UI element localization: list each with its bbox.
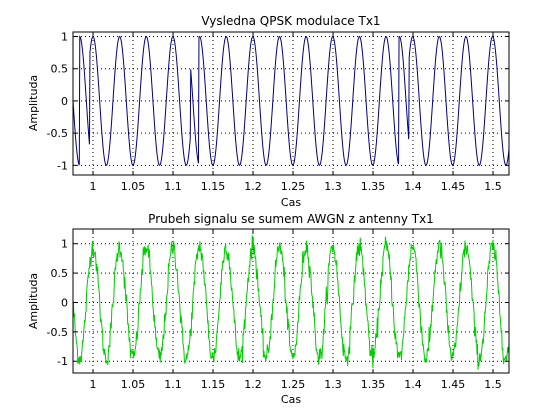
plot-2-title: Prubeh signalu se sumem AWGN z antenny T… (148, 212, 434, 226)
plot-1: Vysledna QPSK modulace Tx1 1 1.05 1.1 1.15 1… (27, 14, 510, 209)
plot-2-axes-box (72, 228, 510, 374)
y-tick-label: -0.5 (47, 127, 68, 140)
x-tick-label: 1.05 (121, 180, 146, 193)
y-tick-label: 1 (61, 238, 68, 251)
x-tick-label: 1.15 (201, 378, 226, 391)
y-tick-label: 0.5 (51, 267, 69, 280)
x-tick-label: 1.5 (484, 180, 502, 193)
x-tick-label: 1.15 (201, 180, 226, 193)
x-tick-label: 1.4 (404, 378, 422, 391)
y-tick-label: 1 (61, 31, 68, 44)
x-tick-label: 1.25 (281, 378, 306, 391)
plot-2: Prubeh signalu se sumem AWGN z antenny T… (27, 212, 510, 406)
plot-1-axes-box (72, 31, 510, 176)
x-tick-label: 1.5 (484, 378, 502, 391)
plot-1-xlabel: Cas (281, 196, 301, 209)
x-tick-label: 1.45 (441, 180, 466, 193)
plot-1-title: Vysledna QPSK modulace Tx1 (201, 14, 380, 28)
y-tick-label: 0 (61, 95, 68, 108)
x-tick-label: 1 (90, 378, 97, 391)
x-tick-label: 1.4 (404, 180, 422, 193)
y-tick-label: 0 (61, 296, 68, 309)
y-tick-label: -1 (57, 355, 68, 368)
plot-2-ylabel: Amplituda (27, 273, 40, 329)
plot-1-ylabel: Amplituda (27, 75, 40, 131)
x-tick-label: 1 (90, 180, 97, 193)
x-tick-label: 1.1 (164, 180, 182, 193)
plot-2-grid (73, 229, 509, 373)
y-tick-label: -1 (57, 159, 68, 172)
x-tick-label: 1.45 (441, 378, 466, 391)
plot-2-series-line (72, 235, 510, 370)
x-tick-label: 1.3 (324, 180, 342, 193)
y-tick-label: 0.5 (51, 63, 69, 76)
plot-2-x-ticks: 1 1.05 1.1 1.15 1.2 1.25 1.3 1.35 1.4 1.45 1.5 (90, 229, 502, 391)
plot-2-y-ticks: -1 -0.5 0 0.5 1 (47, 238, 509, 368)
x-tick-label: 1.2 (244, 180, 262, 193)
x-tick-label: 1.35 (361, 180, 386, 193)
x-tick-label: 1.3 (324, 378, 342, 391)
x-tick-label: 1.05 (121, 378, 146, 391)
x-tick-label: 1.1 (164, 378, 182, 391)
x-tick-label: 1.2 (244, 378, 262, 391)
plot-1-x-ticks: 1 1.05 1.1 1.15 1.2 1.25 1.3 1.35 1.4 1.45 1.5 (90, 32, 502, 193)
plot-2-xlabel: Cas (281, 393, 301, 406)
x-tick-label: 1.25 (281, 180, 306, 193)
plot-1-y-ticks: -1 -0.5 0 0.5 1 (47, 31, 509, 172)
x-tick-label: 1.35 (361, 378, 386, 391)
y-tick-label: -0.5 (47, 326, 68, 339)
plot-1-series-line (72, 35, 510, 166)
